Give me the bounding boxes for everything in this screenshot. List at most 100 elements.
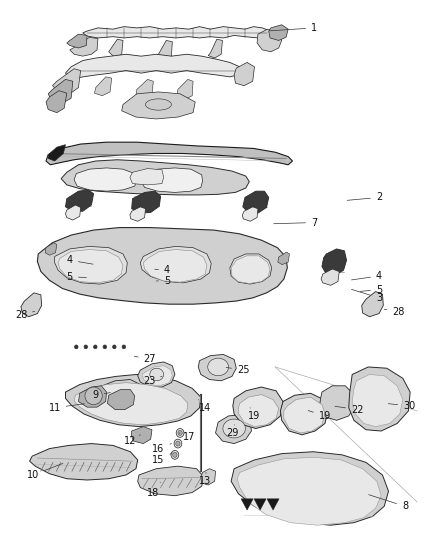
Ellipse shape bbox=[150, 368, 164, 381]
Ellipse shape bbox=[103, 345, 106, 349]
Text: 15: 15 bbox=[152, 453, 172, 465]
Text: 27: 27 bbox=[134, 354, 156, 365]
Polygon shape bbox=[143, 249, 207, 282]
Ellipse shape bbox=[94, 345, 97, 349]
Text: 16: 16 bbox=[152, 443, 171, 454]
Polygon shape bbox=[267, 499, 279, 510]
Polygon shape bbox=[201, 469, 215, 485]
Ellipse shape bbox=[74, 345, 78, 349]
Polygon shape bbox=[284, 397, 325, 433]
Text: 18: 18 bbox=[147, 482, 160, 497]
Text: 4: 4 bbox=[67, 255, 93, 265]
Polygon shape bbox=[140, 246, 211, 283]
Text: 23: 23 bbox=[143, 376, 162, 386]
Ellipse shape bbox=[176, 441, 180, 446]
Polygon shape bbox=[61, 160, 249, 195]
Polygon shape bbox=[53, 69, 81, 94]
Polygon shape bbox=[67, 34, 87, 48]
Polygon shape bbox=[136, 79, 153, 100]
Polygon shape bbox=[230, 254, 272, 284]
Polygon shape bbox=[66, 190, 94, 211]
Ellipse shape bbox=[145, 99, 171, 110]
Polygon shape bbox=[30, 443, 138, 480]
Polygon shape bbox=[280, 393, 328, 435]
Polygon shape bbox=[257, 29, 282, 52]
Text: 5: 5 bbox=[67, 271, 86, 281]
Polygon shape bbox=[21, 293, 42, 317]
Polygon shape bbox=[237, 457, 381, 525]
Polygon shape bbox=[349, 367, 410, 431]
Text: 19: 19 bbox=[247, 408, 260, 421]
Polygon shape bbox=[241, 499, 253, 510]
Polygon shape bbox=[321, 269, 339, 285]
Text: 14: 14 bbox=[198, 400, 211, 413]
Text: 30: 30 bbox=[388, 401, 415, 411]
Polygon shape bbox=[130, 207, 145, 221]
Polygon shape bbox=[142, 366, 172, 386]
Polygon shape bbox=[243, 191, 269, 213]
Text: 7: 7 bbox=[274, 217, 317, 228]
Ellipse shape bbox=[173, 453, 177, 457]
Polygon shape bbox=[269, 25, 288, 41]
Polygon shape bbox=[215, 415, 251, 443]
Polygon shape bbox=[233, 387, 283, 429]
Polygon shape bbox=[231, 256, 270, 284]
Polygon shape bbox=[138, 362, 175, 387]
Polygon shape bbox=[278, 252, 290, 264]
Ellipse shape bbox=[122, 345, 126, 349]
Polygon shape bbox=[55, 246, 127, 284]
Polygon shape bbox=[37, 228, 287, 304]
Text: 22: 22 bbox=[335, 405, 364, 415]
Polygon shape bbox=[48, 79, 73, 103]
Text: 9: 9 bbox=[93, 390, 110, 400]
Polygon shape bbox=[70, 37, 98, 56]
Polygon shape bbox=[322, 249, 346, 275]
Ellipse shape bbox=[84, 345, 88, 349]
Polygon shape bbox=[138, 466, 204, 496]
Text: 28: 28 bbox=[384, 306, 405, 317]
Polygon shape bbox=[95, 77, 112, 96]
Text: 5: 5 bbox=[156, 276, 170, 286]
Polygon shape bbox=[46, 91, 67, 112]
Text: 28: 28 bbox=[15, 311, 35, 320]
Text: 3: 3 bbox=[351, 289, 382, 303]
Polygon shape bbox=[130, 168, 164, 185]
Polygon shape bbox=[83, 27, 269, 38]
Polygon shape bbox=[45, 243, 57, 255]
Text: 19: 19 bbox=[308, 410, 331, 421]
Polygon shape bbox=[107, 390, 134, 410]
Ellipse shape bbox=[113, 345, 116, 349]
Polygon shape bbox=[58, 249, 123, 283]
Text: 8: 8 bbox=[369, 495, 408, 511]
Text: 10: 10 bbox=[27, 463, 63, 480]
Polygon shape bbox=[254, 499, 266, 510]
Polygon shape bbox=[238, 394, 279, 426]
Polygon shape bbox=[352, 375, 403, 426]
Text: 1: 1 bbox=[269, 23, 317, 33]
Text: 17: 17 bbox=[179, 432, 195, 442]
Polygon shape bbox=[66, 375, 201, 426]
Polygon shape bbox=[234, 62, 254, 86]
Polygon shape bbox=[46, 142, 293, 165]
Polygon shape bbox=[132, 191, 161, 213]
Text: 5: 5 bbox=[360, 285, 382, 295]
Polygon shape bbox=[242, 207, 258, 221]
Ellipse shape bbox=[174, 439, 182, 448]
Text: 12: 12 bbox=[124, 435, 140, 446]
Polygon shape bbox=[362, 292, 383, 317]
Polygon shape bbox=[66, 205, 81, 220]
Ellipse shape bbox=[178, 430, 182, 435]
Text: 29: 29 bbox=[226, 425, 238, 438]
Text: 11: 11 bbox=[49, 403, 85, 413]
Text: 4: 4 bbox=[351, 271, 382, 281]
Polygon shape bbox=[74, 383, 188, 425]
Polygon shape bbox=[319, 386, 355, 421]
Polygon shape bbox=[156, 41, 172, 59]
Polygon shape bbox=[48, 144, 66, 161]
Polygon shape bbox=[208, 39, 223, 58]
Polygon shape bbox=[141, 168, 202, 192]
Ellipse shape bbox=[85, 387, 102, 405]
Polygon shape bbox=[74, 168, 137, 191]
Ellipse shape bbox=[176, 429, 184, 437]
Ellipse shape bbox=[208, 358, 229, 376]
